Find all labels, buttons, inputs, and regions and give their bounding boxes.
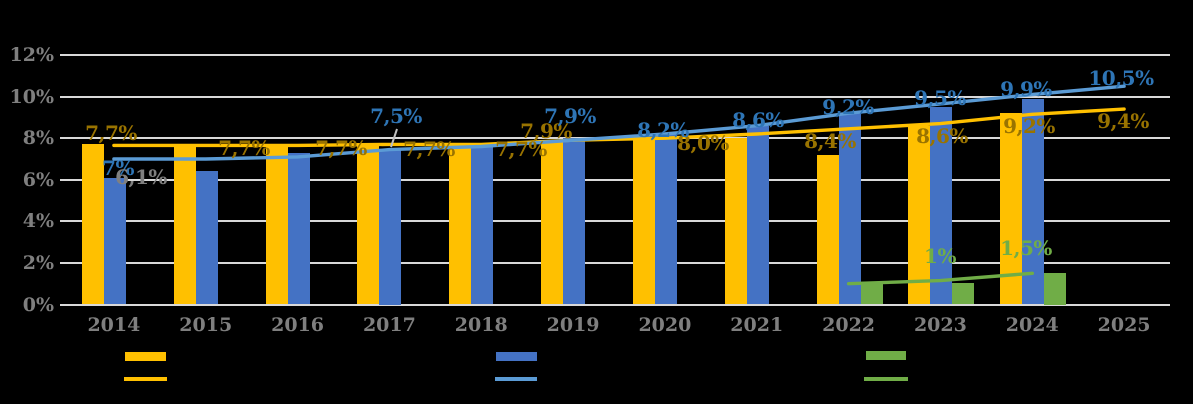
leader-line [390, 128, 398, 148]
x-tick-label-2023: 2023 [913, 314, 967, 336]
blue-bar-2024 [1022, 98, 1045, 305]
data-label: 9,5% [914, 86, 966, 110]
gridline-0 [68, 303, 1170, 306]
yellow-bar-2019 [541, 140, 564, 305]
legend-swatch-blue-series-bar [496, 352, 537, 361]
data-label: 8,4% [804, 129, 856, 153]
x-tick-label-2015: 2015 [179, 314, 233, 336]
blue-bar-2023 [930, 106, 953, 305]
x-tick-label-2017: 2017 [362, 314, 416, 336]
y-tick-label: 6% [22, 168, 54, 191]
data-label: 9,9% [1000, 77, 1052, 101]
data-label: 7,9% [544, 104, 596, 128]
y-tick [60, 137, 68, 140]
y-tick [60, 95, 68, 98]
x-tick-label-2019: 2019 [546, 314, 600, 336]
y-tick-label: 2% [22, 251, 54, 274]
blue-bar-2019 [563, 138, 586, 305]
yellow-bar-2024 [1000, 113, 1023, 305]
gridline-2 [68, 261, 1170, 264]
legend-swatch-yellow-series-line [124, 377, 167, 381]
blue-bar-2017 [379, 148, 402, 305]
data-label: 8,0% [677, 131, 729, 155]
blue-bar-2014 [103, 177, 126, 305]
x-tick-label-2020: 2020 [638, 314, 692, 336]
legend-swatch-yellow-series-bar [125, 352, 166, 361]
yellow-bar-2014 [81, 144, 104, 305]
y-tick [60, 261, 68, 264]
green-line [846, 271, 1035, 286]
yellow-bar-2023 [908, 125, 931, 305]
x-tick-label-2022: 2022 [822, 314, 876, 336]
data-label: 7,5% [370, 104, 422, 128]
legend-swatch-green-series-bar [866, 351, 906, 360]
yellow-line [112, 107, 1126, 148]
y-tick-label: 4% [22, 210, 54, 233]
data-label: 8,6% [916, 124, 968, 148]
data-label: 7,7% [315, 136, 367, 160]
yellow-bar-2018 [449, 146, 472, 305]
data-label: 9,2% [822, 95, 874, 119]
green-bar-2023 [952, 282, 975, 305]
yellow-bar-2015 [173, 144, 196, 305]
x-tick-label-2016: 2016 [271, 314, 325, 336]
gridline-12 [68, 54, 1170, 56]
x-tick-label-2024: 2024 [1005, 314, 1059, 336]
yellow-bar-2022 [816, 154, 839, 305]
blue-bar-2021 [746, 125, 769, 305]
data-label: 10,5% [1088, 66, 1154, 90]
y-tick-label: 10% [9, 85, 55, 108]
data-label: 7,7% [85, 121, 137, 145]
data-label: 7,7% [403, 137, 455, 161]
data-label: 6,1% [115, 165, 167, 189]
yellow-bar-2016 [265, 144, 288, 305]
x-tick-label-2025: 2025 [1097, 314, 1151, 336]
y-tick [60, 220, 68, 223]
gridline-10 [68, 95, 1170, 98]
green-bar-2024 [1044, 273, 1067, 305]
data-label: 8,2% [637, 118, 689, 142]
blue-bar-2022 [838, 113, 861, 305]
yellow-bar-2020 [632, 138, 655, 305]
x-tick-label-2014: 2014 [87, 314, 141, 336]
y-tick-label: 12% [9, 44, 55, 66]
blue-bar-2018 [471, 146, 494, 305]
yellow-bar-2017 [357, 144, 380, 305]
legend-swatch-green-series-line [864, 377, 908, 381]
x-tick-label-2018: 2018 [454, 314, 508, 336]
y-tick [60, 303, 68, 306]
data-label: 8,6% [732, 108, 784, 132]
blue-bar-2020 [654, 134, 677, 305]
data-label: 1,5% [1000, 236, 1052, 260]
yellow-bar-2021 [724, 138, 747, 305]
data-label: 7,7% [218, 136, 270, 160]
data-label: 1% [924, 244, 956, 268]
y-tick [60, 178, 68, 181]
gridline-6 [68, 178, 1170, 181]
x-tick-label-2021: 2021 [730, 314, 784, 336]
blue-bar-2016 [287, 152, 310, 305]
blue-bar-2015 [195, 171, 218, 305]
data-label: 7,7% [495, 137, 547, 161]
green-bar-2022 [860, 283, 883, 305]
y-tick [60, 54, 68, 56]
data-label: 9,4% [1097, 109, 1149, 133]
legend-swatch-blue-series-line [495, 377, 537, 381]
y-tick-label: 0% [22, 293, 54, 316]
gridline-4 [68, 220, 1170, 223]
data-label: 7% [102, 156, 134, 180]
blue-line [112, 84, 1126, 161]
y-tick-label: 8% [22, 127, 54, 150]
data-label: 7,9% [520, 119, 572, 143]
data-label: 9,2% [1003, 114, 1055, 138]
